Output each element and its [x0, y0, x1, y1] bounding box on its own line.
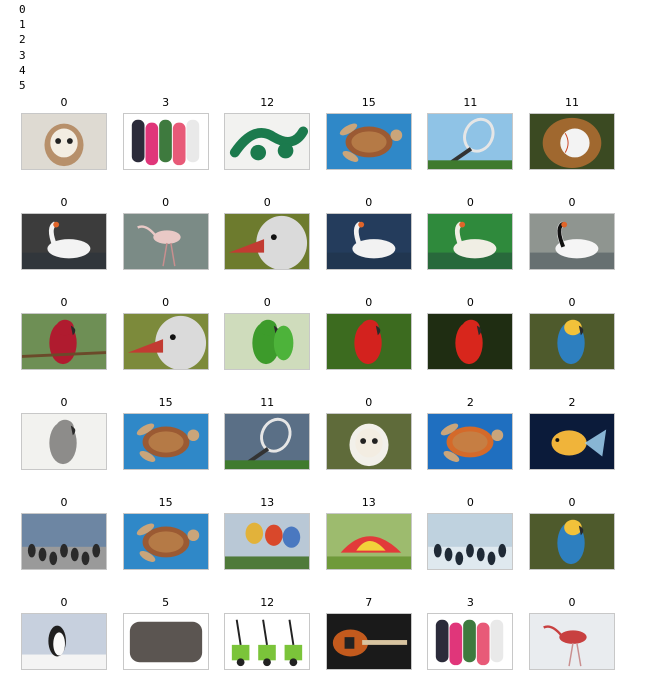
predicted-class-label: 15 — [158, 496, 173, 509]
tennis-racket-thumbnail — [224, 413, 311, 470]
stdout-line: 4 — [19, 63, 26, 77]
stdout-line: 3 — [19, 48, 26, 62]
snow-blowers-thumbnail — [224, 613, 311, 670]
scarlet-macaw-thumbnail — [325, 313, 412, 370]
predicted-class-label: 3 — [162, 96, 170, 109]
pillow-thumbnail — [122, 613, 209, 670]
cell-output-stdout: 0 1 2 3 4 5 — [19, 2, 26, 93]
predicted-class-label: 0 — [466, 496, 474, 509]
stdout-line: 2 — [19, 33, 26, 47]
swimming-penguins-thumbnail — [427, 513, 514, 570]
blue-gold-macaw-thumbnail — [529, 513, 615, 570]
baseball-glove-thumbnail — [529, 113, 615, 170]
grey-parrot-chick-thumbnail — [21, 413, 107, 470]
predicted-class-label: 5 — [162, 596, 170, 609]
predicted-class-label: 12 — [260, 96, 275, 109]
predicted-class-label: 7 — [365, 596, 373, 609]
blue-gold-macaw-thumbnail — [529, 313, 615, 370]
predicted-class-label: 0 — [568, 496, 576, 509]
goldfish-thumbnail — [529, 413, 615, 470]
flamingo-thumbnail — [122, 213, 209, 270]
predicted-class-label: 13 — [260, 496, 275, 509]
predicted-class-label: 3 — [466, 596, 474, 609]
predicted-class-label: 0 — [162, 296, 170, 309]
flying-flamingos-thumbnail — [529, 613, 615, 670]
predicted-class-label: 15 — [361, 96, 376, 109]
sea-turtle-thumbnail — [122, 513, 209, 570]
snowy-owl-thumbnail — [325, 413, 412, 470]
predicted-class-label: 11 — [260, 396, 275, 409]
predicted-class-label: 0 — [60, 296, 68, 309]
sea-turtle-thumbnail — [122, 413, 209, 470]
barn-owl-thumbnail — [21, 113, 107, 170]
green-garden-tool-thumbnail — [224, 113, 311, 170]
flip-flops-thumbnail — [427, 613, 514, 670]
predicted-class-label: 0 — [60, 96, 68, 109]
predicted-class-label: 0 — [466, 296, 474, 309]
predicted-class-label: 0 — [60, 196, 68, 209]
stdout-line: 5 — [19, 78, 26, 92]
predicted-class-label: 0 — [60, 496, 68, 509]
predicted-class-label: 13 — [361, 496, 376, 509]
white-swan-thumbnail — [21, 213, 107, 270]
flip-flops-thumbnail — [122, 113, 209, 170]
hot-air-balloons-thumbnail — [224, 513, 311, 570]
predicted-class-label: 0 — [365, 296, 373, 309]
predicted-class-label: 11 — [565, 96, 579, 109]
predicted-class-label: 2 — [466, 396, 474, 409]
swimming-turtle-thumbnail — [427, 413, 514, 470]
white-swan-thumbnail — [325, 213, 412, 270]
predicted-class-label: 0 — [568, 596, 576, 609]
black-necked-swan-thumbnail — [529, 213, 615, 270]
predicted-class-label: 0 — [568, 296, 576, 309]
predicted-class-label: 0 — [568, 196, 576, 209]
white-geese-thumbnail — [427, 213, 514, 270]
predicted-class-label: 0 — [263, 196, 271, 209]
bass-guitar-thumbnail — [325, 613, 412, 670]
tennis-racket-thumbnail — [427, 113, 514, 170]
duck-head-thumbnail — [224, 213, 311, 270]
predicted-class-label: 2 — [568, 396, 576, 409]
green-parrots-thumbnail — [224, 313, 311, 370]
penguins-thumbnail — [21, 513, 107, 570]
stdout-line: 1 — [19, 18, 26, 32]
predicted-class-label: 15 — [158, 396, 173, 409]
predicted-class-label: 0 — [466, 196, 474, 209]
stdout-line: 0 — [19, 3, 26, 16]
predicted-class-label: 0 — [60, 596, 68, 609]
predicted-class-label: 0 — [365, 196, 373, 209]
predicted-class-label: 0 — [263, 296, 271, 309]
predicted-class-label: 0 — [365, 396, 373, 409]
duck-head-thumbnail — [122, 313, 209, 370]
predicted-class-label: 0 — [60, 396, 68, 409]
scarlet-macaw-thumbnail — [427, 313, 514, 370]
sea-turtle-thumbnail — [325, 113, 412, 170]
predicted-class-label: 0 — [162, 196, 170, 209]
predicted-class-label: 11 — [463, 96, 478, 109]
predicted-class-label: 12 — [260, 596, 275, 609]
penguin-thumbnail — [21, 613, 107, 670]
play-parachute-thumbnail — [325, 513, 412, 570]
eclectus-parrot-thumbnail — [21, 313, 107, 370]
